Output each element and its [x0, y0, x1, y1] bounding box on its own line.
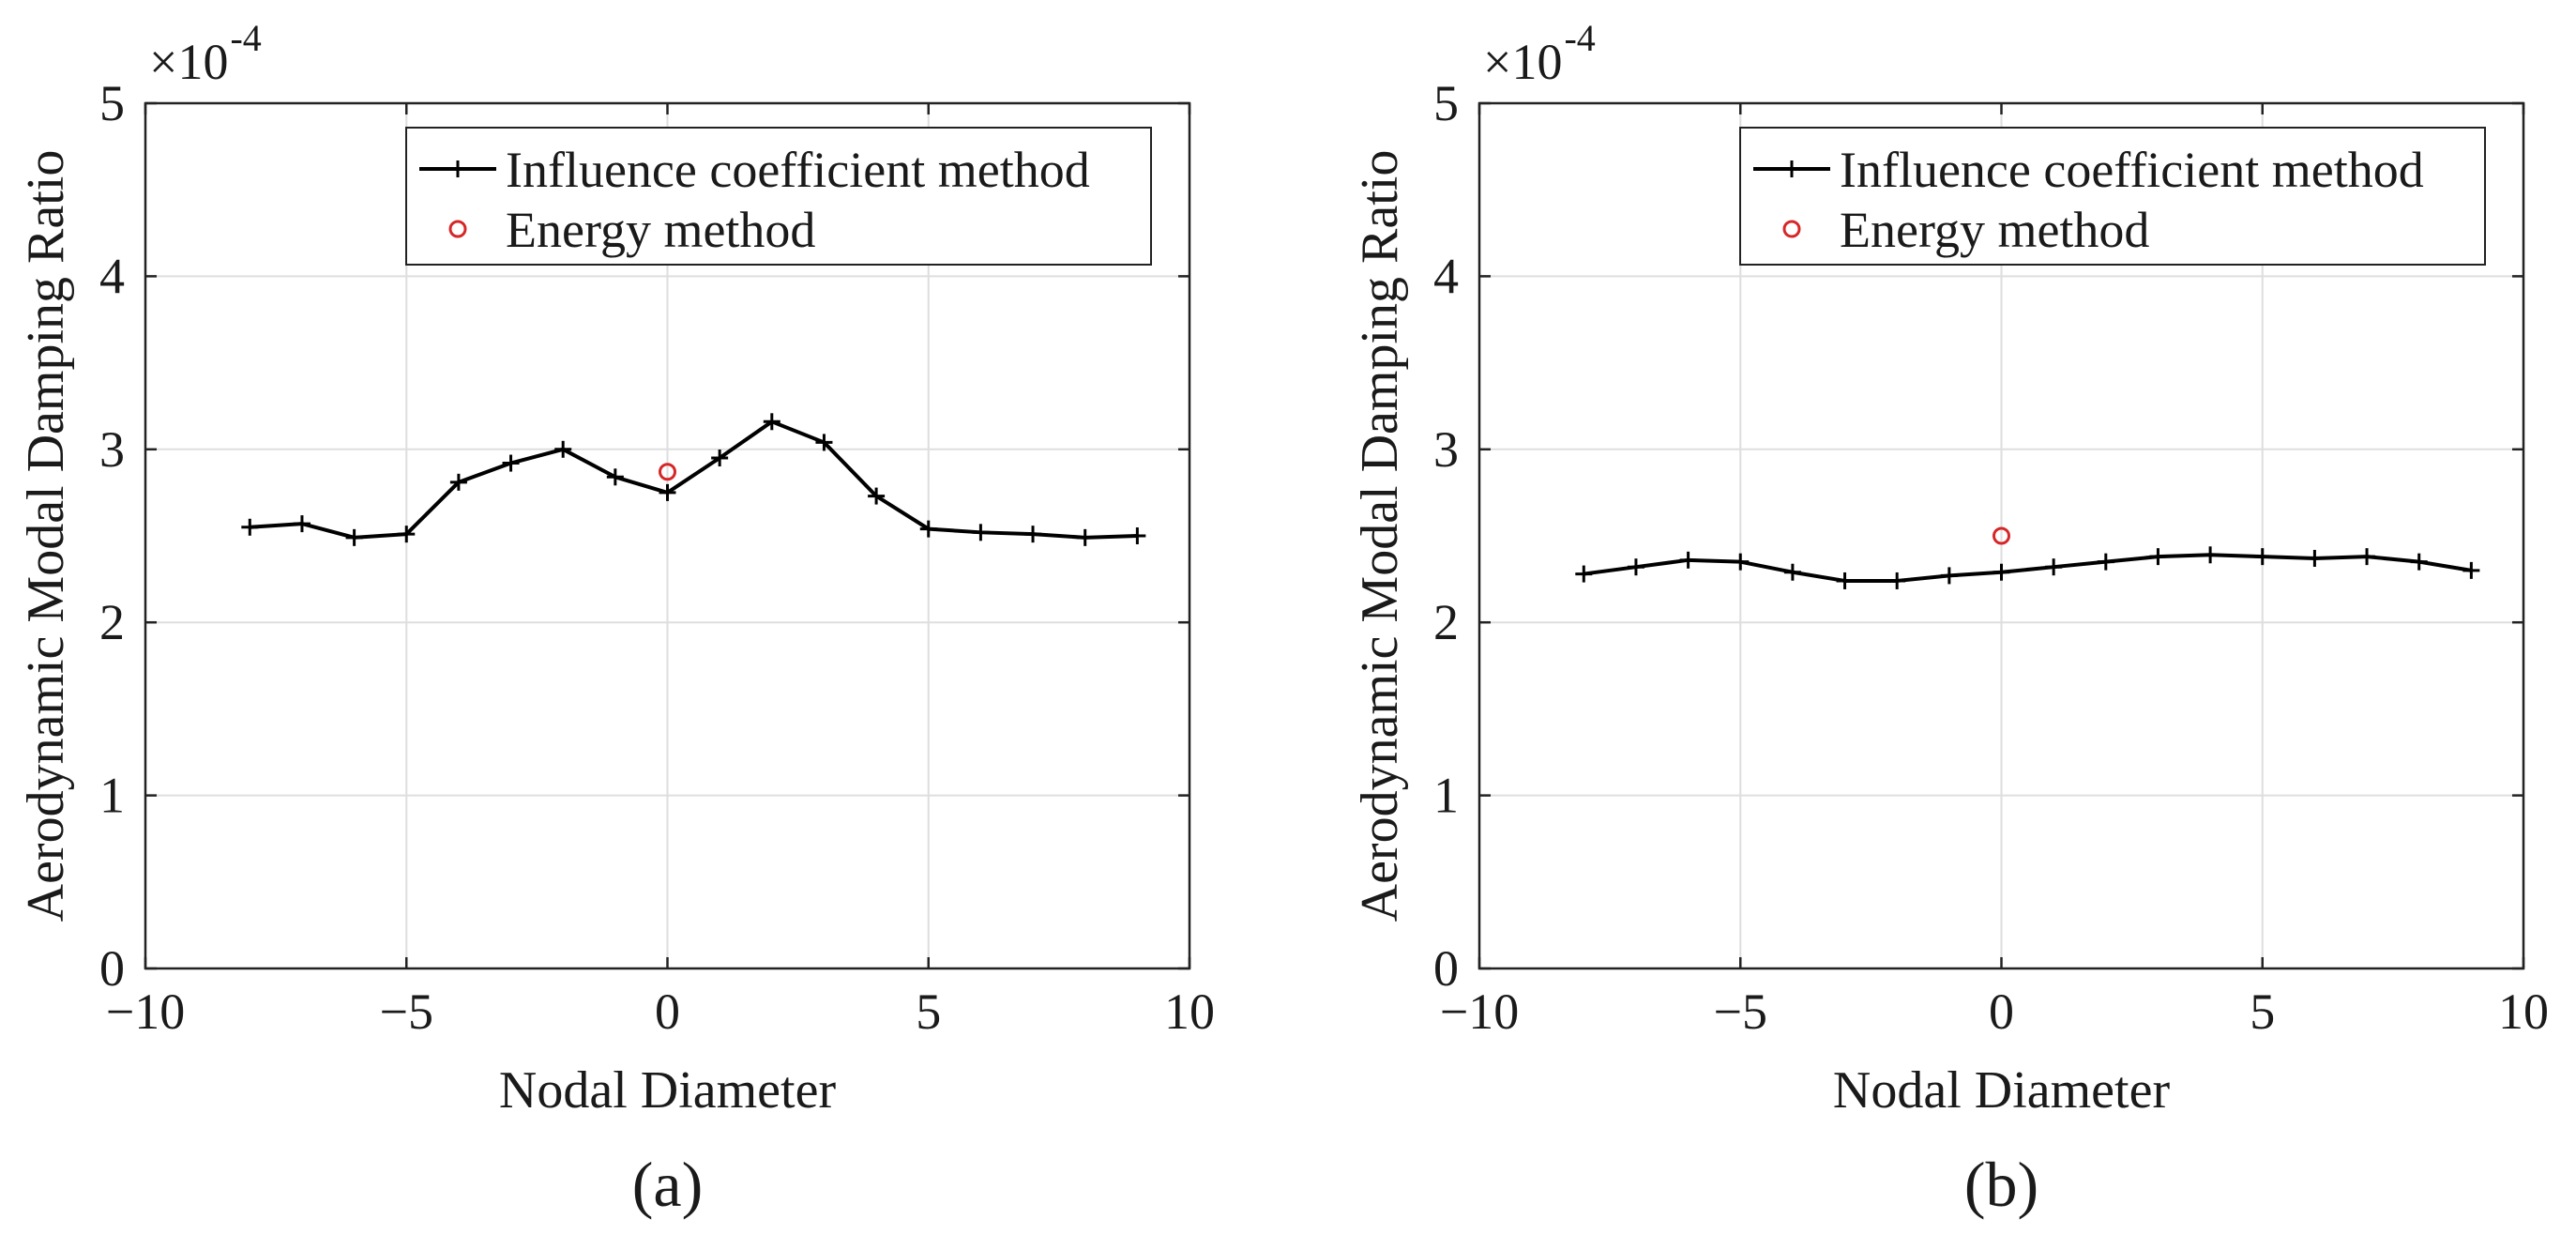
x-tick-label: 0 — [655, 983, 680, 1040]
series-influence-coefficient-method — [241, 413, 1146, 546]
data-point-plus-marker — [2358, 548, 2376, 566]
data-point-plus-marker — [1783, 563, 1801, 581]
y-tick-label: 3 — [1433, 421, 1459, 478]
data-point-plus-marker — [1836, 572, 1854, 589]
data-point-plus-marker — [1627, 558, 1644, 576]
x-tick-label: −5 — [1714, 983, 1767, 1040]
data-point-plus-marker — [2410, 553, 2428, 571]
legend-circle-swatch — [1782, 220, 1801, 238]
y-tick-label: 1 — [99, 768, 125, 824]
legend-label-influence: Influence coefficient method — [506, 142, 1090, 198]
data-point-plus-marker — [449, 473, 467, 491]
data-point-plus-marker — [398, 526, 416, 543]
x-tick-label: 5 — [916, 983, 941, 1040]
data-point-plus-marker — [815, 434, 833, 451]
x-tick-label: −5 — [380, 983, 433, 1040]
y-axis-label: Aerodynamic Modal Damping Ratio — [17, 150, 75, 922]
y-axis-exponent: ×10 — [149, 34, 228, 90]
panel-label: (a) — [632, 1149, 703, 1220]
data-point-plus-marker — [2462, 561, 2480, 579]
data-point-plus-marker — [2253, 548, 2271, 566]
x-tick-label: −10 — [1440, 983, 1519, 1040]
chart-panel-a: −10 −5 0 5 10 0 1 2 3 4 5 ×10 -4 Nodal Diameter Aerody… — [17, 17, 1215, 1220]
x-axis-label: Nodal Diameter — [499, 1061, 837, 1120]
x-tick-label: 10 — [1164, 983, 1215, 1040]
y-axis-exponent-power: -4 — [230, 17, 261, 59]
data-point-plus-marker — [1024, 526, 1042, 543]
legend-circle-swatch — [448, 220, 467, 238]
data-point-plus-marker — [763, 413, 780, 431]
data-point-plus-marker — [1993, 563, 2010, 581]
y-tick-label: 4 — [99, 248, 125, 304]
y-tick-label: 3 — [99, 421, 125, 478]
data-point-plus-marker — [711, 450, 729, 467]
data-point-plus-marker — [554, 440, 572, 458]
x-tick-label: 0 — [1989, 983, 2014, 1040]
series-energy-method — [1993, 526, 2010, 545]
y-axis-label: Aerodynamic Modal Damping Ratio — [1351, 150, 1409, 922]
legend-box — [405, 127, 1152, 266]
data-point-plus-marker — [241, 518, 259, 536]
legend-label-energy: Energy method — [1840, 202, 2149, 258]
data-point-plus-marker — [502, 454, 520, 472]
data-point-plus-marker — [2045, 558, 2063, 576]
data-point-circle-marker — [659, 463, 676, 481]
y-axis-exponent-power: -4 — [1564, 17, 1595, 59]
legend-box — [1739, 127, 2486, 266]
data-point-plus-marker — [1076, 528, 1094, 546]
y-tick-label: 0 — [99, 940, 125, 997]
data-point-plus-marker — [1940, 567, 1958, 585]
legend-label-energy: Energy method — [506, 202, 815, 258]
data-point-plus-marker — [1129, 527, 1146, 544]
data-point-plus-marker — [2097, 553, 2114, 571]
data-point-plus-marker — [1679, 551, 1697, 569]
x-tick-label: 10 — [2498, 983, 2549, 1040]
series-influence-coefficient-method — [1575, 546, 2480, 589]
y-tick-label: 2 — [1433, 594, 1459, 650]
x-axis-label: Nodal Diameter — [1833, 1061, 2171, 1120]
x-tick-label: −10 — [106, 983, 185, 1040]
data-point-plus-marker — [1888, 572, 1906, 589]
chart-panel-b: −10 −5 0 5 10 0 1 2 3 4 5 ×10 -4 Nodal Diameter Aerody… — [1351, 17, 2549, 1220]
data-point-plus-marker — [606, 468, 624, 486]
y-tick-label: 0 — [1433, 940, 1459, 997]
panel-label: (b) — [1964, 1149, 2038, 1220]
y-tick-label: 5 — [1433, 75, 1459, 131]
data-point-plus-marker — [1732, 553, 1750, 571]
data-point-plus-marker — [2202, 546, 2220, 564]
y-axis-exponent: ×10 — [1483, 34, 1562, 90]
data-point-plus-marker — [2149, 548, 2167, 566]
data-point-plus-marker — [972, 524, 990, 541]
y-tick-label: 4 — [1433, 248, 1459, 304]
series-line — [250, 419, 1138, 540]
series-line — [1583, 553, 2472, 583]
legend-label-influence: Influence coefficient method — [1840, 142, 2424, 198]
y-tick-label: 2 — [99, 594, 125, 650]
data-point-plus-marker — [868, 487, 886, 505]
data-point-plus-marker — [345, 528, 363, 546]
y-tick-label: 1 — [1433, 768, 1459, 824]
data-point-plus-marker — [2306, 549, 2324, 567]
data-point-plus-marker — [919, 520, 937, 538]
x-tick-label: 5 — [2250, 983, 2275, 1040]
data-point-plus-marker — [293, 515, 311, 533]
series-energy-method — [659, 463, 676, 481]
data-point-plus-marker — [1575, 565, 1593, 583]
y-tick-label: 5 — [99, 75, 125, 131]
data-point-plus-marker — [659, 483, 676, 501]
data-point-circle-marker — [1993, 526, 2010, 545]
